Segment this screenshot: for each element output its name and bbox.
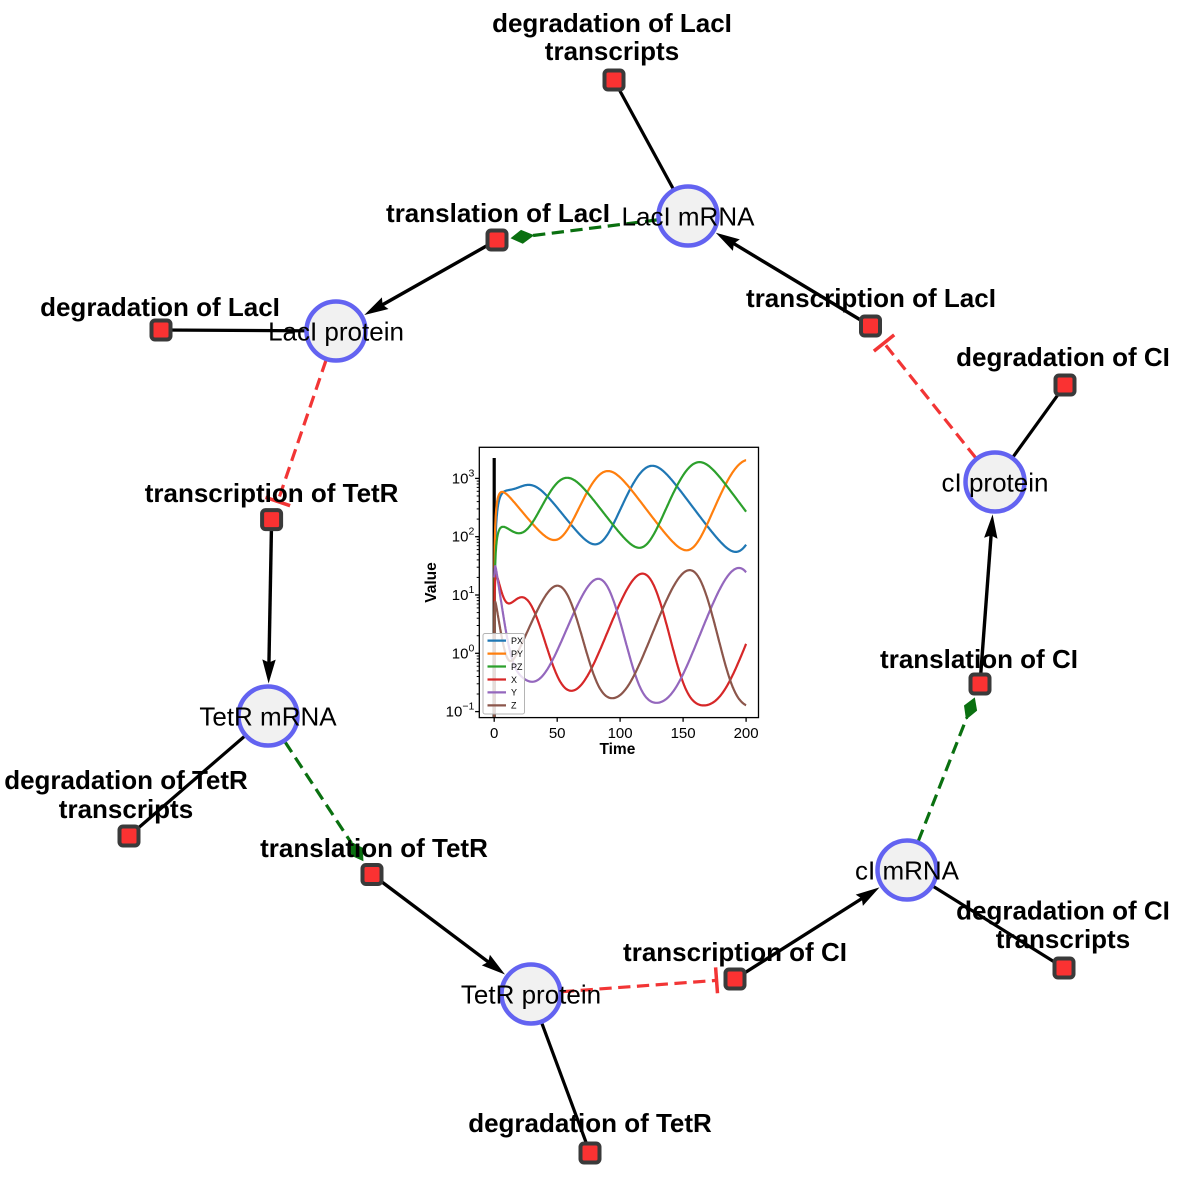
svg-text:200: 200 <box>734 725 759 742</box>
svg-text:transcription of CI: transcription of CI <box>623 937 847 967</box>
svg-text:10−1: 10−1 <box>446 701 475 721</box>
svg-text:PX: PX <box>511 636 523 646</box>
svg-text:degradation of CI: degradation of CI <box>956 342 1170 372</box>
svg-text:transcripts: transcripts <box>59 794 193 824</box>
svg-text:translation of CI: translation of CI <box>880 644 1078 674</box>
svg-text:100: 100 <box>608 725 633 742</box>
svg-text:cI protein: cI protein <box>942 468 1049 498</box>
svg-text:X: X <box>511 675 517 685</box>
svg-text:103: 103 <box>452 467 475 487</box>
svg-text:Value: Value <box>423 562 440 603</box>
svg-text:101: 101 <box>452 584 475 604</box>
svg-text:cI mRNA: cI mRNA <box>855 856 960 886</box>
svg-text:PY: PY <box>511 649 523 659</box>
svg-text:102: 102 <box>452 526 475 546</box>
svg-text:transcripts: transcripts <box>545 36 679 66</box>
svg-text:Z: Z <box>511 701 517 711</box>
svg-text:PZ: PZ <box>511 662 523 672</box>
svg-text:degradation of LacI: degradation of LacI <box>40 292 280 322</box>
svg-text:0: 0 <box>490 725 498 742</box>
svg-text:LacI protein: LacI protein <box>268 317 404 347</box>
svg-text:50: 50 <box>549 725 566 742</box>
svg-text:transcription of TetR: transcription of TetR <box>145 478 399 508</box>
svg-text:150: 150 <box>671 725 696 742</box>
svg-text:degradation of TetR: degradation of TetR <box>468 1108 712 1138</box>
svg-text:100: 100 <box>452 642 475 662</box>
svg-text:degradation of LacI: degradation of LacI <box>492 8 732 38</box>
svg-text:TetR protein: TetR protein <box>461 980 601 1010</box>
svg-text:translation of TetR: translation of TetR <box>260 833 488 863</box>
svg-text:TetR mRNA: TetR mRNA <box>199 702 337 732</box>
svg-text:Y: Y <box>511 688 517 698</box>
svg-text:degradation of CI: degradation of CI <box>956 896 1170 926</box>
svg-text:transcription of LacI: transcription of LacI <box>746 283 996 313</box>
svg-text:Time: Time <box>599 741 635 758</box>
svg-text:translation of LacI: translation of LacI <box>386 198 610 228</box>
svg-text:degradation of TetR: degradation of TetR <box>4 765 248 795</box>
svg-text:transcripts: transcripts <box>996 924 1130 954</box>
svg-text:LacI mRNA: LacI mRNA <box>622 202 756 232</box>
